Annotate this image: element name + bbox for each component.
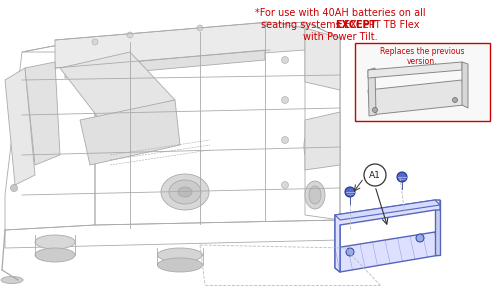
Ellipse shape — [35, 248, 75, 262]
Polygon shape — [435, 200, 440, 255]
Polygon shape — [305, 112, 340, 170]
Circle shape — [364, 164, 386, 186]
Circle shape — [127, 32, 133, 38]
Text: Replaces the previous
version.: Replaces the previous version. — [380, 47, 464, 66]
Circle shape — [262, 21, 268, 27]
Ellipse shape — [169, 180, 201, 204]
Ellipse shape — [158, 248, 202, 262]
Polygon shape — [368, 68, 376, 116]
Circle shape — [282, 136, 288, 144]
Text: A1: A1 — [369, 171, 381, 179]
Polygon shape — [80, 100, 180, 165]
Circle shape — [282, 181, 288, 188]
Ellipse shape — [305, 181, 325, 209]
Circle shape — [92, 39, 98, 45]
Circle shape — [346, 248, 354, 256]
Circle shape — [197, 25, 203, 31]
Ellipse shape — [178, 187, 192, 197]
Text: seating systems EXCEPT TB Flex: seating systems EXCEPT TB Flex — [261, 20, 419, 30]
Circle shape — [282, 57, 288, 64]
Circle shape — [302, 23, 308, 29]
Polygon shape — [5, 68, 35, 185]
Polygon shape — [335, 232, 440, 272]
Circle shape — [416, 234, 424, 242]
Circle shape — [372, 108, 378, 112]
Ellipse shape — [161, 174, 209, 210]
Ellipse shape — [1, 277, 23, 284]
Polygon shape — [368, 80, 464, 115]
Polygon shape — [335, 200, 440, 272]
Circle shape — [282, 97, 288, 103]
FancyBboxPatch shape — [355, 43, 490, 121]
Polygon shape — [335, 215, 340, 272]
Text: *For use with 40AH batteries on all: *For use with 40AH batteries on all — [254, 8, 426, 18]
Ellipse shape — [309, 186, 321, 204]
Ellipse shape — [35, 235, 75, 249]
Ellipse shape — [158, 258, 202, 272]
Polygon shape — [65, 50, 265, 78]
Polygon shape — [462, 62, 468, 108]
Circle shape — [452, 97, 458, 103]
Polygon shape — [368, 62, 462, 78]
Polygon shape — [25, 62, 60, 165]
Polygon shape — [305, 28, 340, 90]
Circle shape — [10, 184, 18, 192]
Text: EXCEPT: EXCEPT — [334, 20, 376, 30]
Text: with Power Tilt.: with Power Tilt. — [302, 32, 378, 42]
Polygon shape — [55, 22, 305, 68]
Circle shape — [345, 187, 355, 197]
Polygon shape — [60, 52, 175, 120]
Polygon shape — [335, 200, 440, 220]
Circle shape — [397, 172, 407, 182]
